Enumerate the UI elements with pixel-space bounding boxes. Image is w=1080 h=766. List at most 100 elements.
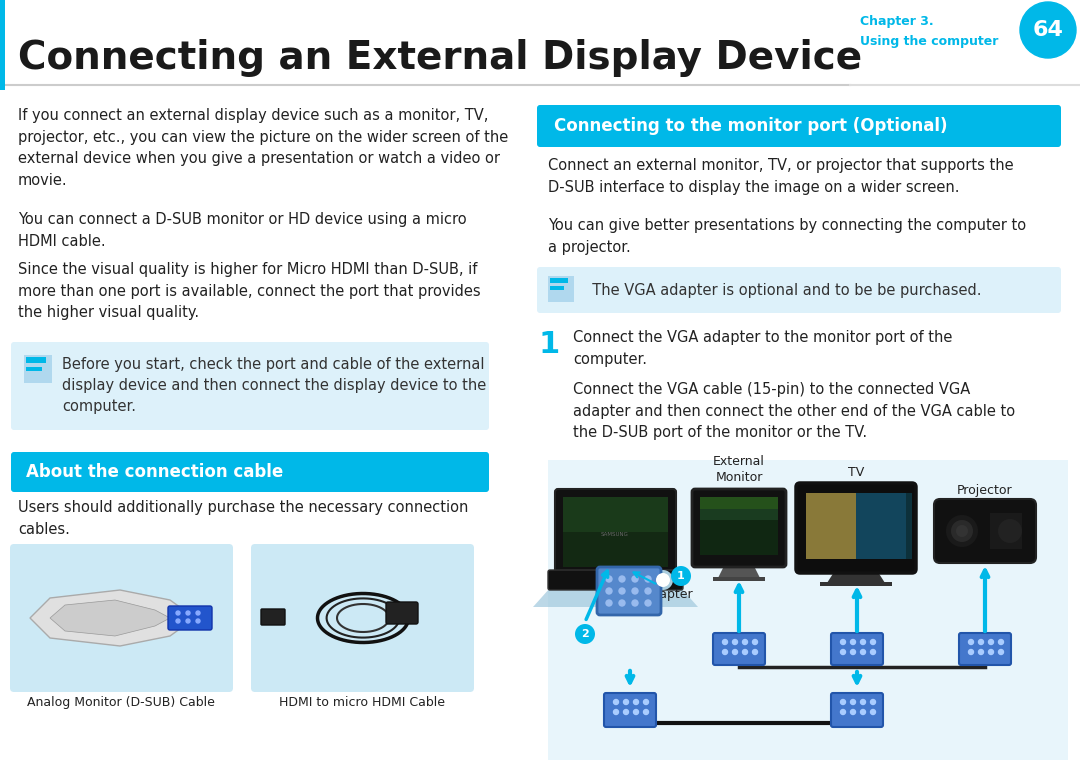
Circle shape <box>840 709 846 715</box>
Circle shape <box>1020 2 1076 58</box>
Circle shape <box>632 600 638 606</box>
Bar <box>550 278 568 283</box>
Text: Analog Monitor (D-SUB) Cable: Analog Monitor (D-SUB) Cable <box>27 696 215 709</box>
Circle shape <box>951 520 973 542</box>
Circle shape <box>623 709 629 715</box>
FancyBboxPatch shape <box>168 606 212 630</box>
Circle shape <box>753 650 757 654</box>
Text: Since the visual quality is higher for Micro HDMI than D-SUB, if
more than one p: Since the visual quality is higher for M… <box>18 262 481 320</box>
Polygon shape <box>50 600 170 636</box>
Text: You can give better presentations by connecting the computer to
a projector.: You can give better presentations by con… <box>548 218 1026 254</box>
Bar <box>990 513 1022 549</box>
FancyBboxPatch shape <box>11 342 489 430</box>
Text: If you connect an external display device such as a monitor, TV,
projector, etc.: If you connect an external display devic… <box>18 108 509 188</box>
Polygon shape <box>30 590 195 646</box>
Circle shape <box>645 588 651 594</box>
Text: External
Monitor: External Monitor <box>713 455 765 484</box>
FancyBboxPatch shape <box>692 489 786 567</box>
FancyBboxPatch shape <box>10 544 233 692</box>
Circle shape <box>870 709 876 715</box>
Text: About the connection cable: About the connection cable <box>26 463 283 481</box>
Circle shape <box>870 640 876 644</box>
Circle shape <box>861 709 865 715</box>
Bar <box>806 493 856 559</box>
Circle shape <box>732 640 738 644</box>
Circle shape <box>606 576 612 582</box>
FancyBboxPatch shape <box>555 489 676 575</box>
Circle shape <box>840 699 846 705</box>
Circle shape <box>619 600 625 606</box>
Circle shape <box>619 588 625 594</box>
Circle shape <box>988 650 994 654</box>
Circle shape <box>656 573 670 587</box>
FancyBboxPatch shape <box>11 452 489 492</box>
Circle shape <box>623 699 629 705</box>
Circle shape <box>723 650 728 654</box>
Circle shape <box>632 588 638 594</box>
Circle shape <box>969 650 973 654</box>
Bar <box>700 520 778 555</box>
Text: Users should additionally purchase the necessary connection
cables.: Users should additionally purchase the n… <box>18 500 469 537</box>
Text: Chapter 3.: Chapter 3. <box>860 15 933 28</box>
Circle shape <box>644 699 648 705</box>
Circle shape <box>732 650 738 654</box>
FancyBboxPatch shape <box>831 633 883 665</box>
Circle shape <box>613 709 619 715</box>
Bar <box>856 493 912 559</box>
FancyBboxPatch shape <box>597 567 661 615</box>
Text: 1: 1 <box>677 571 685 581</box>
Circle shape <box>998 519 1022 543</box>
Bar <box>550 286 564 290</box>
Circle shape <box>861 650 865 654</box>
Circle shape <box>840 640 846 644</box>
FancyBboxPatch shape <box>537 267 1061 313</box>
Circle shape <box>634 699 638 705</box>
Bar <box>806 493 906 559</box>
Circle shape <box>956 525 968 537</box>
Circle shape <box>870 699 876 705</box>
Circle shape <box>634 709 638 715</box>
Bar <box>548 460 1068 760</box>
Text: Connect the VGA cable (15-pin) to the connected VGA
adapter and then connect the: Connect the VGA cable (15-pin) to the co… <box>573 382 1015 440</box>
Bar <box>0 0 5 90</box>
Bar <box>700 497 778 555</box>
FancyBboxPatch shape <box>831 693 883 727</box>
Circle shape <box>645 576 651 582</box>
Text: HDMI to micro HDMI Cable: HDMI to micro HDMI Cable <box>279 696 445 709</box>
Text: Connecting an External Display Device: Connecting an External Display Device <box>18 39 862 77</box>
Circle shape <box>743 640 747 644</box>
Circle shape <box>851 699 855 705</box>
FancyBboxPatch shape <box>604 693 656 727</box>
Polygon shape <box>827 569 885 583</box>
Circle shape <box>969 640 973 644</box>
Circle shape <box>861 699 865 705</box>
FancyBboxPatch shape <box>537 105 1061 147</box>
Circle shape <box>999 640 1003 644</box>
Circle shape <box>978 640 984 644</box>
FancyBboxPatch shape <box>796 483 916 573</box>
Circle shape <box>743 650 747 654</box>
Bar <box>563 532 669 567</box>
Circle shape <box>851 709 855 715</box>
Text: VGA
Adapter: VGA Adapter <box>644 572 693 601</box>
Text: 1: 1 <box>538 330 559 359</box>
Circle shape <box>186 611 190 615</box>
Circle shape <box>753 640 757 644</box>
Text: Before you start, check the port and cable of the external
display device and th: Before you start, check the port and cab… <box>62 357 486 414</box>
Circle shape <box>870 650 876 654</box>
Bar <box>713 577 765 581</box>
Text: Using the computer: Using the computer <box>860 35 998 48</box>
Polygon shape <box>718 564 760 578</box>
Bar <box>700 497 778 509</box>
Text: TV: TV <box>848 466 864 479</box>
Circle shape <box>632 576 638 582</box>
Text: 64: 64 <box>1032 20 1064 40</box>
Polygon shape <box>534 588 698 607</box>
Circle shape <box>851 650 855 654</box>
Circle shape <box>176 611 180 615</box>
Circle shape <box>978 650 984 654</box>
Bar <box>563 497 669 567</box>
Circle shape <box>946 515 978 547</box>
Text: Connect the VGA adapter to the monitor port of the
computer.: Connect the VGA adapter to the monitor p… <box>573 330 953 367</box>
Text: Projector: Projector <box>957 484 1013 497</box>
